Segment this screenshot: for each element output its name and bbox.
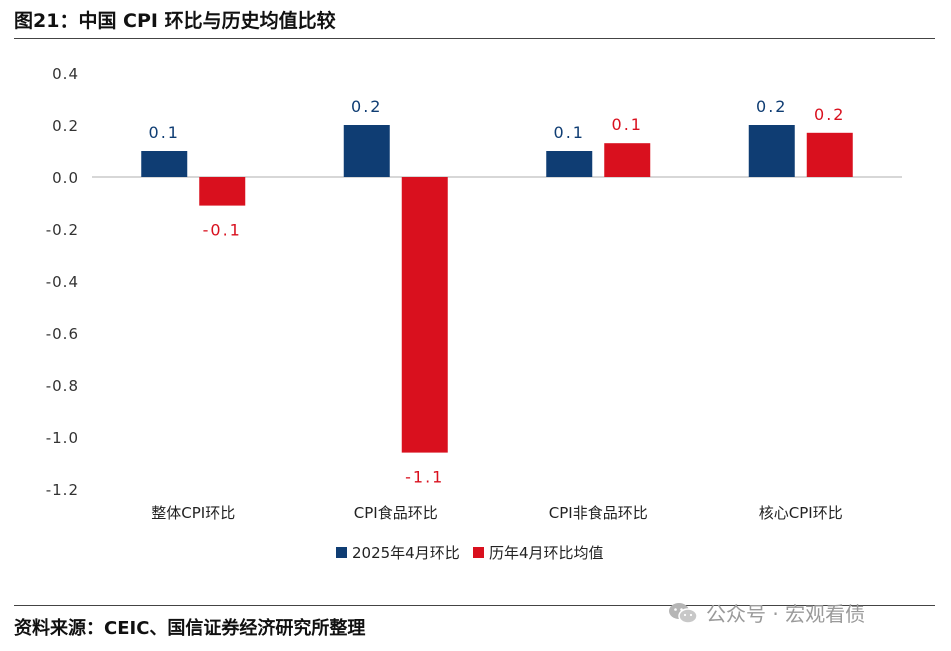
data-label: 0.2 xyxy=(351,97,382,116)
y-tick-label: -0.2 xyxy=(46,221,79,239)
bar-historical-avg xyxy=(401,177,448,453)
bar-current xyxy=(546,151,593,177)
bar-current xyxy=(141,151,188,177)
data-label: -0.1 xyxy=(203,221,242,240)
bar-current xyxy=(748,125,795,177)
category-label: 核心CPI环比 xyxy=(759,504,843,522)
data-label: 0.1 xyxy=(612,115,643,134)
category-label: CPI非食品环比 xyxy=(549,504,648,522)
y-tick-label: -1.2 xyxy=(46,481,79,499)
data-label: -1.1 xyxy=(405,468,444,487)
footer-divider xyxy=(14,605,935,606)
watermark: 公众号 · 宏观看债 xyxy=(668,598,865,627)
y-tick-label: 0.4 xyxy=(52,65,79,83)
data-label: 0.2 xyxy=(756,97,787,116)
wechat-icon xyxy=(669,602,698,624)
category-label: 整体CPI环比 xyxy=(151,504,235,522)
watermark-text: 公众号 · 宏观看债 xyxy=(706,602,866,626)
y-tick-label: -0.8 xyxy=(46,377,79,395)
bar-chart: 0.4 0.2 0.0 -0.2 -0.4 -0.6 -0.8 -1.0 -1.2 整体CPI环比… xyxy=(46,65,902,562)
legend-swatch xyxy=(473,547,484,558)
data-label: 0.1 xyxy=(554,123,585,142)
y-tick-label: -0.6 xyxy=(46,325,79,343)
bar-historical-avg xyxy=(604,143,651,177)
bar-current xyxy=(343,125,390,177)
data-label: 0.2 xyxy=(814,105,845,124)
bar-historical-avg xyxy=(199,177,246,206)
y-tick-label: -1.0 xyxy=(46,429,79,447)
bar-historical-avg xyxy=(806,132,853,177)
chart-title: 图21：中国 CPI 环比与历史均值比较 xyxy=(14,10,336,32)
y-tick-label: -0.4 xyxy=(46,273,79,291)
data-label: 0.1 xyxy=(149,123,180,142)
source-note: 资料来源：CEIC、国信证券经济研究所整理 xyxy=(14,618,366,639)
legend-label: 历年4月环比均值 xyxy=(489,544,604,562)
legend-swatch xyxy=(336,547,347,558)
y-tick-label: 0.2 xyxy=(52,117,79,135)
title-divider xyxy=(14,38,935,39)
legend-label: 2025年4月环比 xyxy=(352,544,460,562)
category-label: CPI食品环比 xyxy=(354,504,438,522)
y-tick-label: 0.0 xyxy=(52,169,79,187)
